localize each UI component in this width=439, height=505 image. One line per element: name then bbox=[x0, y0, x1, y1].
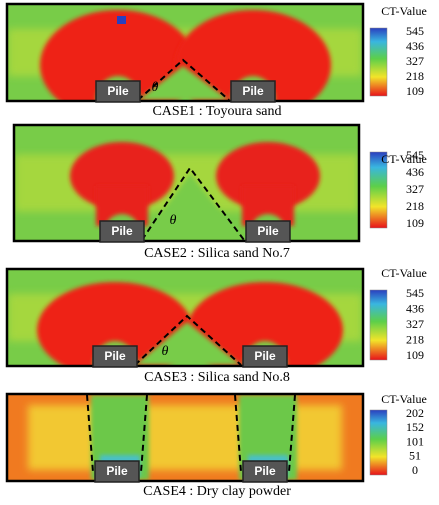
colorbar bbox=[370, 410, 387, 475]
colorbar-title: CT-Value bbox=[381, 392, 427, 406]
angle-label: θ bbox=[162, 344, 169, 359]
colorbar-tick: 545 bbox=[406, 148, 424, 162]
colorbar-tick: 109 bbox=[406, 216, 424, 230]
colorbar-tick: 436 bbox=[406, 301, 424, 315]
colorbar-tick: 109 bbox=[406, 348, 424, 362]
colorbar-tick: 218 bbox=[406, 332, 424, 346]
colorbar-tick: 51 bbox=[409, 449, 421, 463]
colorbar-title: CT-Value bbox=[381, 4, 427, 18]
pile-label: Pile bbox=[254, 349, 276, 363]
pile-label: Pile bbox=[111, 224, 133, 238]
pile-label: Pile bbox=[104, 349, 126, 363]
blue-spot bbox=[117, 16, 126, 24]
colorbar bbox=[370, 28, 387, 96]
colorbar-tick: 0 bbox=[412, 463, 418, 477]
caption: CASE2 : Silica sand No.7 bbox=[144, 246, 290, 261]
colorbar-tick: 327 bbox=[406, 182, 424, 196]
pile-label: Pile bbox=[242, 84, 264, 98]
angle-label: θ bbox=[152, 80, 159, 95]
colorbar-tick: 436 bbox=[406, 39, 424, 53]
colorbar-tick: 202 bbox=[406, 406, 424, 420]
colorbar-title: CT-Value bbox=[381, 266, 427, 280]
pile-label: Pile bbox=[106, 464, 128, 478]
colorbar-tick: 327 bbox=[406, 317, 424, 331]
pile-label: Pile bbox=[107, 84, 129, 98]
figure: PilePileθCT-Value545436327218109CASE1 : … bbox=[0, 0, 439, 505]
colorbar-tick: 101 bbox=[406, 434, 424, 448]
colorbar-tick: 545 bbox=[406, 24, 424, 38]
ct-image bbox=[15, 126, 358, 242]
colorbar-tick: 436 bbox=[406, 165, 424, 179]
colorbar bbox=[370, 290, 387, 360]
ct-image bbox=[8, 395, 362, 480]
colorbar-tick: 545 bbox=[406, 286, 424, 300]
pile-label: Pile bbox=[257, 224, 279, 238]
colorbar-tick: 152 bbox=[406, 420, 424, 434]
colorbar-tick: 327 bbox=[406, 54, 424, 68]
caption: CASE4 : Dry clay powder bbox=[143, 484, 291, 499]
caption: CASE1 : Toyoura sand bbox=[152, 104, 281, 119]
caption: CASE3 : Silica sand No.8 bbox=[144, 370, 290, 385]
colorbar-tick: 218 bbox=[406, 199, 424, 213]
pile-label: Pile bbox=[254, 464, 276, 478]
colorbar-tick: 109 bbox=[406, 84, 424, 98]
angle-label: θ bbox=[170, 213, 177, 228]
colorbar-tick: 218 bbox=[406, 69, 424, 83]
